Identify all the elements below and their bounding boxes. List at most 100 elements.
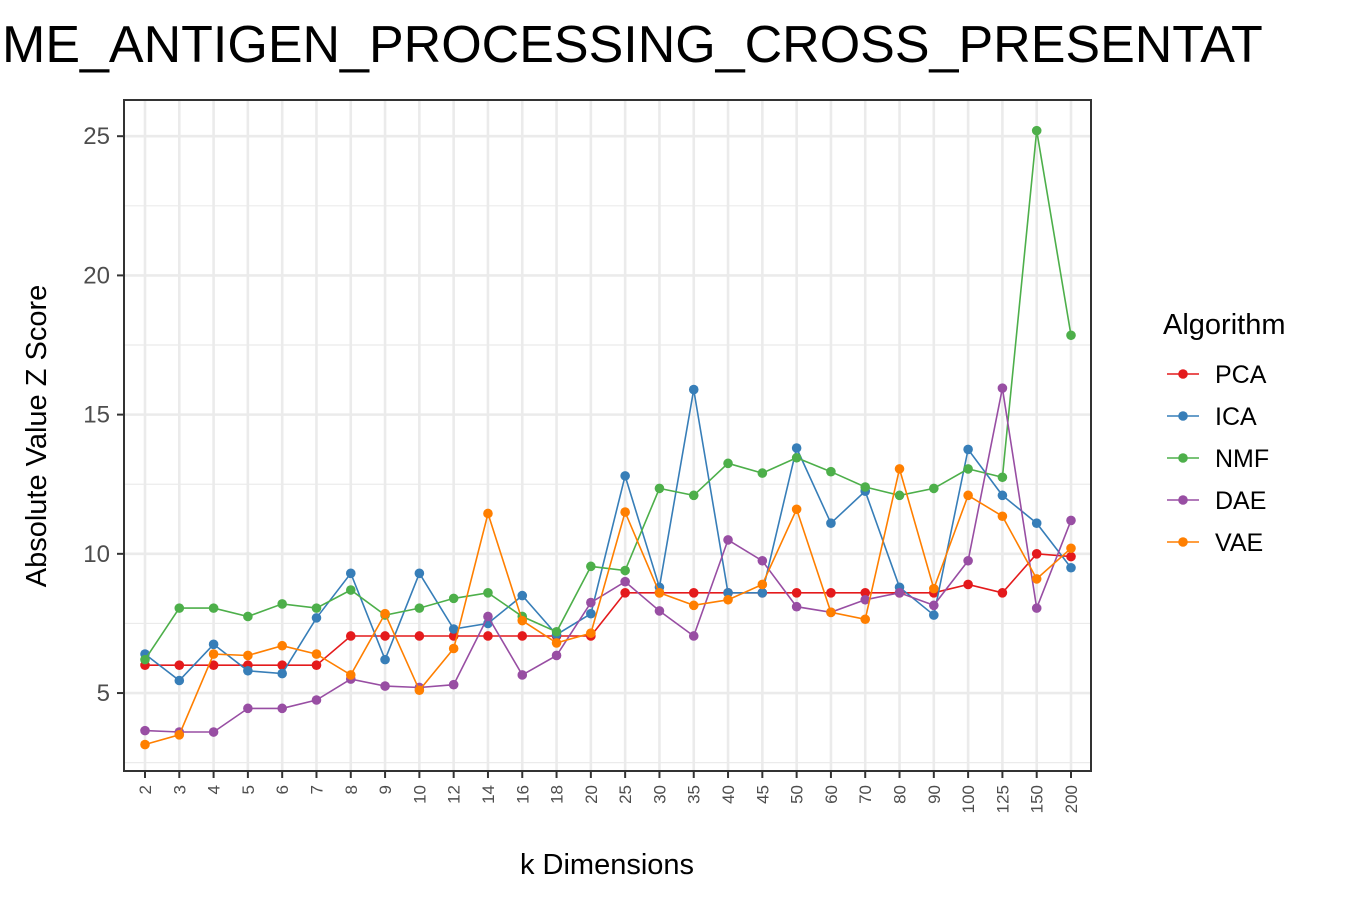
series-line	[144, 388, 1072, 733]
y-tick-label: 5	[97, 680, 110, 707]
legend-key-point	[1178, 537, 1188, 547]
data-point	[174, 660, 185, 670]
legend-item-vae: VAE	[1167, 529, 1263, 557]
data-point	[277, 640, 287, 651]
x-tick-label: 2	[136, 785, 155, 794]
data-point	[380, 631, 390, 641]
data-point	[723, 535, 733, 545]
y-tick-label: 25	[83, 123, 110, 150]
data-point	[654, 483, 665, 494]
data-point	[586, 597, 596, 608]
data-point	[208, 603, 219, 613]
data-point	[654, 606, 665, 616]
data-point	[620, 576, 630, 587]
x-tick-label: 3	[170, 785, 189, 794]
x-tick-label: 4	[205, 785, 224, 794]
data-point	[277, 599, 287, 609]
data-point	[757, 555, 768, 566]
data-point	[483, 611, 493, 622]
panel-border	[123, 99, 1092, 772]
data-point	[963, 490, 973, 501]
data-point	[551, 638, 562, 648]
data-point	[688, 588, 699, 598]
legend-key-point	[1178, 453, 1188, 463]
x-tick-label: 35	[685, 785, 704, 804]
data-point	[174, 603, 185, 613]
legend-label: PCA	[1215, 361, 1267, 389]
legend-label: NMF	[1215, 445, 1269, 473]
series-layer	[140, 125, 1076, 750]
x-tick-label: 7	[307, 785, 326, 794]
data-point	[1066, 562, 1076, 573]
x-tick-label: 9	[376, 785, 395, 794]
data-point	[997, 472, 1008, 483]
data-point	[791, 443, 802, 453]
y-tick-label: 20	[83, 262, 110, 289]
data-point	[1066, 551, 1076, 562]
x-tick-label: 150	[1028, 785, 1047, 813]
data-point	[414, 603, 425, 613]
y-tick-label: 15	[83, 402, 110, 429]
x-tick-label: 30	[650, 785, 669, 804]
data-point	[414, 631, 425, 641]
data-point	[174, 730, 185, 740]
data-point	[1031, 574, 1042, 584]
data-point	[1066, 515, 1076, 526]
data-point	[963, 464, 973, 474]
data-point	[1031, 549, 1042, 559]
data-point	[174, 675, 185, 686]
data-point	[723, 594, 733, 605]
data-point	[929, 600, 939, 611]
x-tick-label: 14	[479, 785, 498, 804]
series-ica	[140, 384, 1076, 686]
x-tick-label: 45	[753, 785, 772, 804]
data-point	[414, 685, 425, 696]
data-point	[688, 600, 699, 611]
data-point	[414, 568, 425, 579]
x-tick-label: 60	[822, 785, 841, 804]
x-tick-label: 12	[445, 785, 464, 804]
legend-key-point	[1178, 369, 1188, 379]
x-tick-label: 8	[342, 785, 361, 794]
data-point	[1031, 125, 1042, 136]
data-point	[688, 490, 699, 501]
data-point	[860, 594, 871, 605]
data-point	[1066, 330, 1076, 341]
data-point	[140, 725, 150, 736]
x-tick-label: 20	[582, 785, 601, 804]
data-point	[551, 650, 562, 661]
y-tick-label: 10	[83, 541, 110, 568]
data-point	[311, 603, 322, 613]
data-point	[997, 383, 1008, 393]
data-point	[277, 668, 287, 679]
x-tick-label: 80	[891, 785, 910, 804]
data-point	[826, 588, 836, 598]
data-point	[963, 444, 973, 455]
x-tick-label: 40	[719, 785, 738, 804]
data-point	[483, 588, 493, 598]
data-point	[586, 608, 596, 619]
data-point	[929, 583, 939, 594]
data-point	[140, 739, 150, 750]
x-tick-label: 16	[513, 785, 532, 804]
data-point	[791, 588, 802, 598]
data-point	[1031, 518, 1042, 529]
data-point	[243, 650, 253, 661]
x-tick-label: 90	[925, 785, 944, 804]
data-point	[243, 611, 253, 622]
legend-item-nmf: NMF	[1167, 445, 1269, 473]
data-point	[140, 654, 150, 665]
series-line	[144, 389, 1072, 682]
data-point	[345, 670, 356, 680]
data-point	[963, 555, 973, 566]
data-point	[517, 615, 528, 626]
data-point	[620, 565, 630, 576]
legend-key-point	[1178, 411, 1188, 421]
legend-title: Algorithm	[1163, 309, 1286, 341]
data-point	[791, 452, 802, 463]
data-point	[586, 561, 596, 572]
data-point	[448, 593, 459, 604]
data-point	[620, 471, 630, 481]
y-axis: 5 10 15 20 25	[83, 123, 124, 707]
